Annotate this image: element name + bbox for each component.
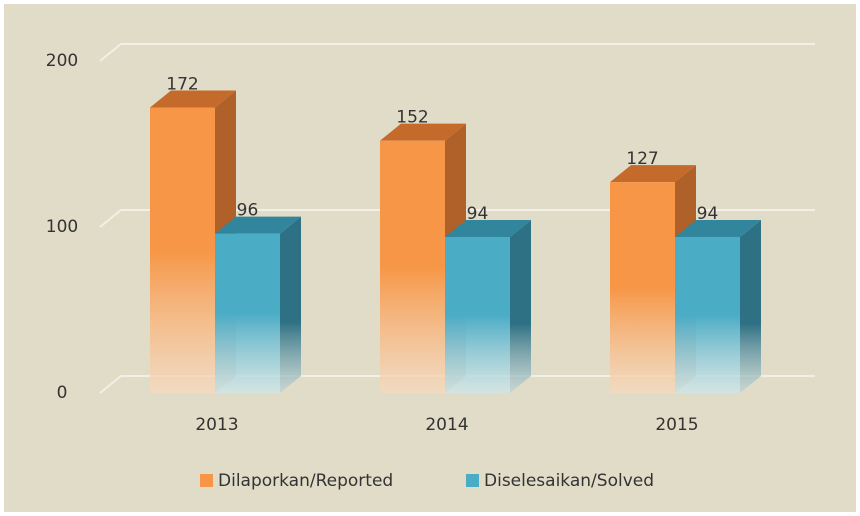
y-tick-label: 100 [46, 217, 78, 237]
data-label: 96 [237, 201, 259, 221]
bar-top [675, 219, 761, 237]
bar-side [280, 216, 301, 393]
y-tick-label: 200 [46, 51, 78, 71]
legend-swatch [466, 474, 479, 487]
legend-label: Dilaporkan/Reported [218, 471, 393, 491]
legend-label: Diselesaikan/Solved [484, 471, 654, 491]
x-tick-label: 2014 [425, 415, 468, 435]
bar-top [150, 90, 236, 108]
bar [380, 140, 445, 393]
bar [150, 107, 215, 393]
grid-line [99, 209, 815, 228]
bar [610, 182, 675, 393]
bar-side [740, 219, 761, 393]
bar-top [610, 165, 696, 183]
grid-line [99, 375, 815, 394]
data-label: 94 [467, 204, 489, 224]
bar [675, 236, 740, 393]
x-tick-label: 2015 [655, 415, 698, 435]
data-label: 172 [166, 74, 198, 94]
data-label: 127 [626, 149, 658, 169]
x-tick-label: 2013 [195, 415, 238, 435]
bar-side [510, 219, 531, 393]
data-label: 94 [697, 204, 719, 224]
bar [215, 233, 280, 393]
bar [445, 236, 510, 393]
legend-swatch [200, 474, 213, 487]
data-label: 152 [396, 108, 428, 128]
bar-top [380, 123, 466, 141]
bar-top [215, 216, 301, 234]
y-tick-label: 0 [57, 383, 68, 403]
grid-line [99, 43, 815, 62]
bar-top [445, 219, 531, 237]
